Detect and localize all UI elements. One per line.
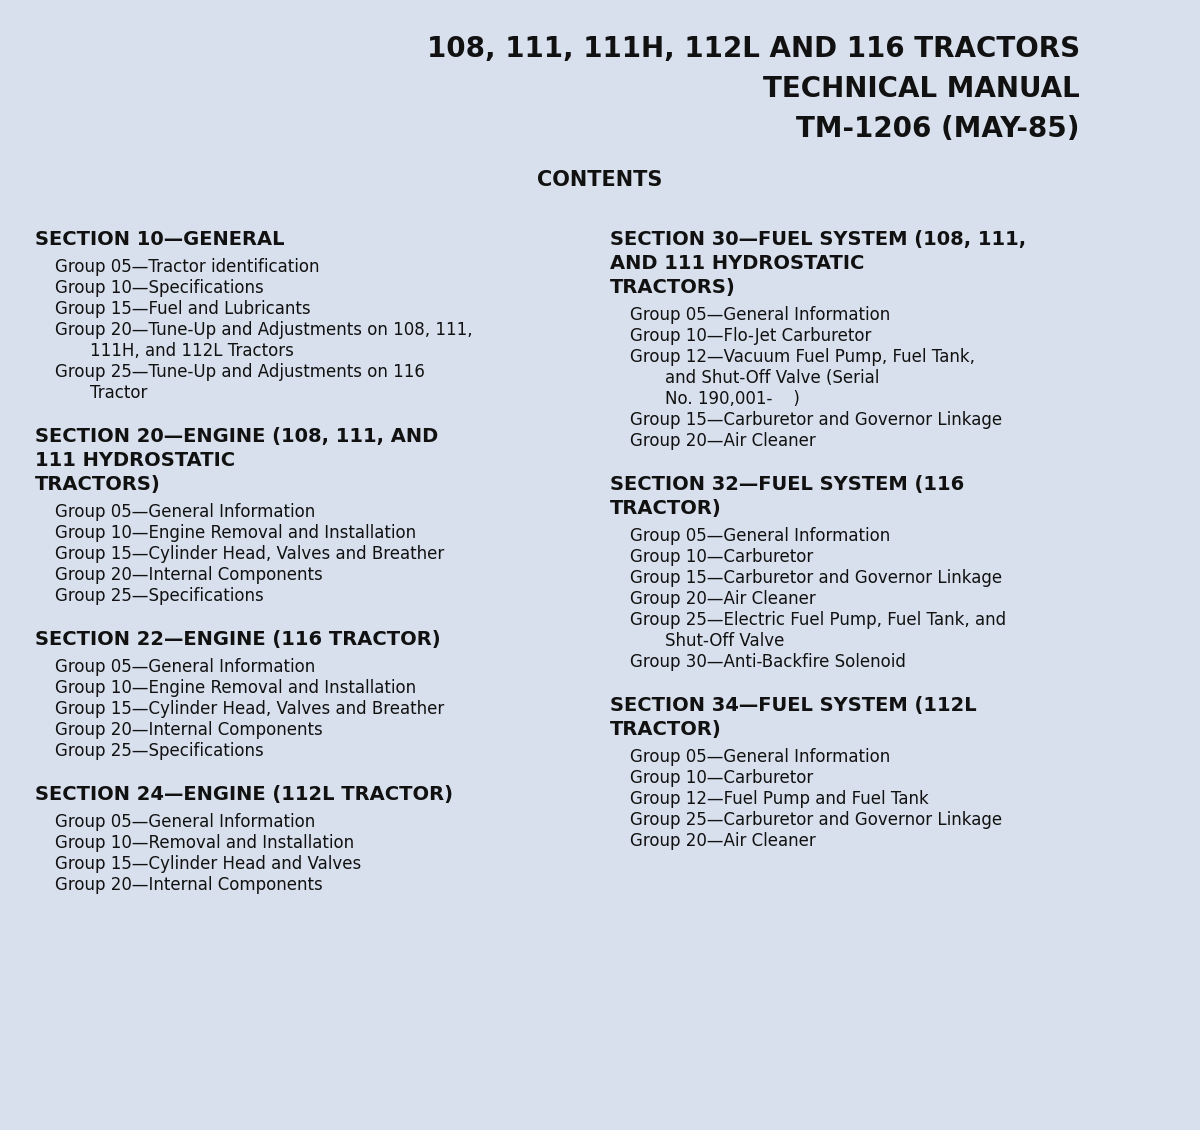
Text: Shut-Off Valve: Shut-Off Valve	[665, 632, 785, 650]
Text: Group 10—Carburetor: Group 10—Carburetor	[630, 548, 814, 566]
Text: Group 12—Fuel Pump and Fuel Tank: Group 12—Fuel Pump and Fuel Tank	[630, 790, 929, 808]
Text: SECTION 34—FUEL SYSTEM (112L: SECTION 34—FUEL SYSTEM (112L	[610, 696, 977, 715]
Text: Group 05—General Information: Group 05—General Information	[55, 812, 316, 831]
Text: Group 10—Engine Removal and Installation: Group 10—Engine Removal and Installation	[55, 679, 416, 697]
Text: SECTION 10—GENERAL: SECTION 10—GENERAL	[35, 231, 284, 249]
Text: Tractor: Tractor	[90, 384, 148, 402]
Text: Group 25—Carburetor and Governor Linkage: Group 25—Carburetor and Governor Linkage	[630, 811, 1002, 829]
Text: Group 15—Cylinder Head and Valves: Group 15—Cylinder Head and Valves	[55, 855, 361, 873]
Text: Group 05—General Information: Group 05—General Information	[630, 748, 890, 766]
Text: Group 05—Tractor identification: Group 05—Tractor identification	[55, 258, 319, 276]
Text: Group 20—Air Cleaner: Group 20—Air Cleaner	[630, 832, 816, 850]
Text: Group 20—Air Cleaner: Group 20—Air Cleaner	[630, 590, 816, 608]
Text: Group 05—General Information: Group 05—General Information	[55, 658, 316, 676]
Text: No. 190,001-    ): No. 190,001- )	[665, 390, 800, 408]
Text: Group 20—Tune-Up and Adjustments on 108, 111,: Group 20—Tune-Up and Adjustments on 108,…	[55, 321, 473, 339]
Text: TRACTORS): TRACTORS)	[610, 278, 736, 297]
Text: TRACTOR): TRACTOR)	[610, 720, 721, 739]
Text: Group 25—Electric Fuel Pump, Fuel Tank, and: Group 25—Electric Fuel Pump, Fuel Tank, …	[630, 611, 1006, 629]
Text: Group 20—Internal Components: Group 20—Internal Components	[55, 566, 323, 584]
Text: TECHNICAL MANUAL: TECHNICAL MANUAL	[763, 75, 1080, 103]
Text: Group 25—Tune-Up and Adjustments on 116: Group 25—Tune-Up and Adjustments on 116	[55, 363, 425, 381]
Text: Group 10—Engine Removal and Installation: Group 10—Engine Removal and Installation	[55, 524, 416, 542]
Text: Group 15—Fuel and Lubricants: Group 15—Fuel and Lubricants	[55, 299, 311, 318]
Text: Group 10—Carburetor: Group 10—Carburetor	[630, 770, 814, 786]
Text: TRACTOR): TRACTOR)	[610, 499, 721, 518]
Text: Group 15—Cylinder Head, Valves and Breather: Group 15—Cylinder Head, Valves and Breat…	[55, 699, 444, 718]
Text: Group 05—General Information: Group 05—General Information	[55, 503, 316, 521]
Text: SECTION 24—ENGINE (112L TRACTOR): SECTION 24—ENGINE (112L TRACTOR)	[35, 785, 454, 805]
Text: SECTION 22—ENGINE (116 TRACTOR): SECTION 22—ENGINE (116 TRACTOR)	[35, 631, 440, 649]
Text: 108, 111, 111H, 112L AND 116 TRACTORS: 108, 111, 111H, 112L AND 116 TRACTORS	[427, 35, 1080, 63]
Text: Group 10—Removal and Installation: Group 10—Removal and Installation	[55, 834, 354, 852]
Text: SECTION 32—FUEL SYSTEM (116: SECTION 32—FUEL SYSTEM (116	[610, 475, 965, 494]
Text: 111H, and 112L Tractors: 111H, and 112L Tractors	[90, 342, 294, 360]
Text: Group 20—Internal Components: Group 20—Internal Components	[55, 876, 323, 894]
Text: Group 05—General Information: Group 05—General Information	[630, 527, 890, 545]
Text: Group 15—Cylinder Head, Valves and Breather: Group 15—Cylinder Head, Valves and Breat…	[55, 545, 444, 563]
Text: Group 10—Flo-Jet Carburetor: Group 10—Flo-Jet Carburetor	[630, 327, 871, 345]
Text: and Shut-Off Valve (Serial: and Shut-Off Valve (Serial	[665, 370, 880, 386]
Text: TM-1206 (MAY-85): TM-1206 (MAY-85)	[797, 115, 1080, 144]
Text: Group 10—Specifications: Group 10—Specifications	[55, 279, 264, 297]
Text: SECTION 30—FUEL SYSTEM (108, 111,: SECTION 30—FUEL SYSTEM (108, 111,	[610, 231, 1026, 249]
Text: SECTION 20—ENGINE (108, 111, AND: SECTION 20—ENGINE (108, 111, AND	[35, 427, 438, 446]
Text: CONTENTS: CONTENTS	[538, 170, 662, 190]
Text: Group 20—Internal Components: Group 20—Internal Components	[55, 721, 323, 739]
Text: Group 25—Specifications: Group 25—Specifications	[55, 742, 264, 760]
Text: Group 20—Air Cleaner: Group 20—Air Cleaner	[630, 432, 816, 450]
Text: AND 111 HYDROSTATIC: AND 111 HYDROSTATIC	[610, 254, 864, 273]
Text: Group 12—Vacuum Fuel Pump, Fuel Tank,: Group 12—Vacuum Fuel Pump, Fuel Tank,	[630, 348, 974, 366]
Text: Group 15—Carburetor and Governor Linkage: Group 15—Carburetor and Governor Linkage	[630, 411, 1002, 429]
Text: Group 05—General Information: Group 05—General Information	[630, 306, 890, 324]
Text: 111 HYDROSTATIC: 111 HYDROSTATIC	[35, 451, 235, 470]
Text: Group 15—Carburetor and Governor Linkage: Group 15—Carburetor and Governor Linkage	[630, 570, 1002, 586]
Text: Group 25—Specifications: Group 25—Specifications	[55, 586, 264, 605]
Text: TRACTORS): TRACTORS)	[35, 475, 161, 494]
Text: Group 30—Anti-Backfire Solenoid: Group 30—Anti-Backfire Solenoid	[630, 653, 906, 671]
